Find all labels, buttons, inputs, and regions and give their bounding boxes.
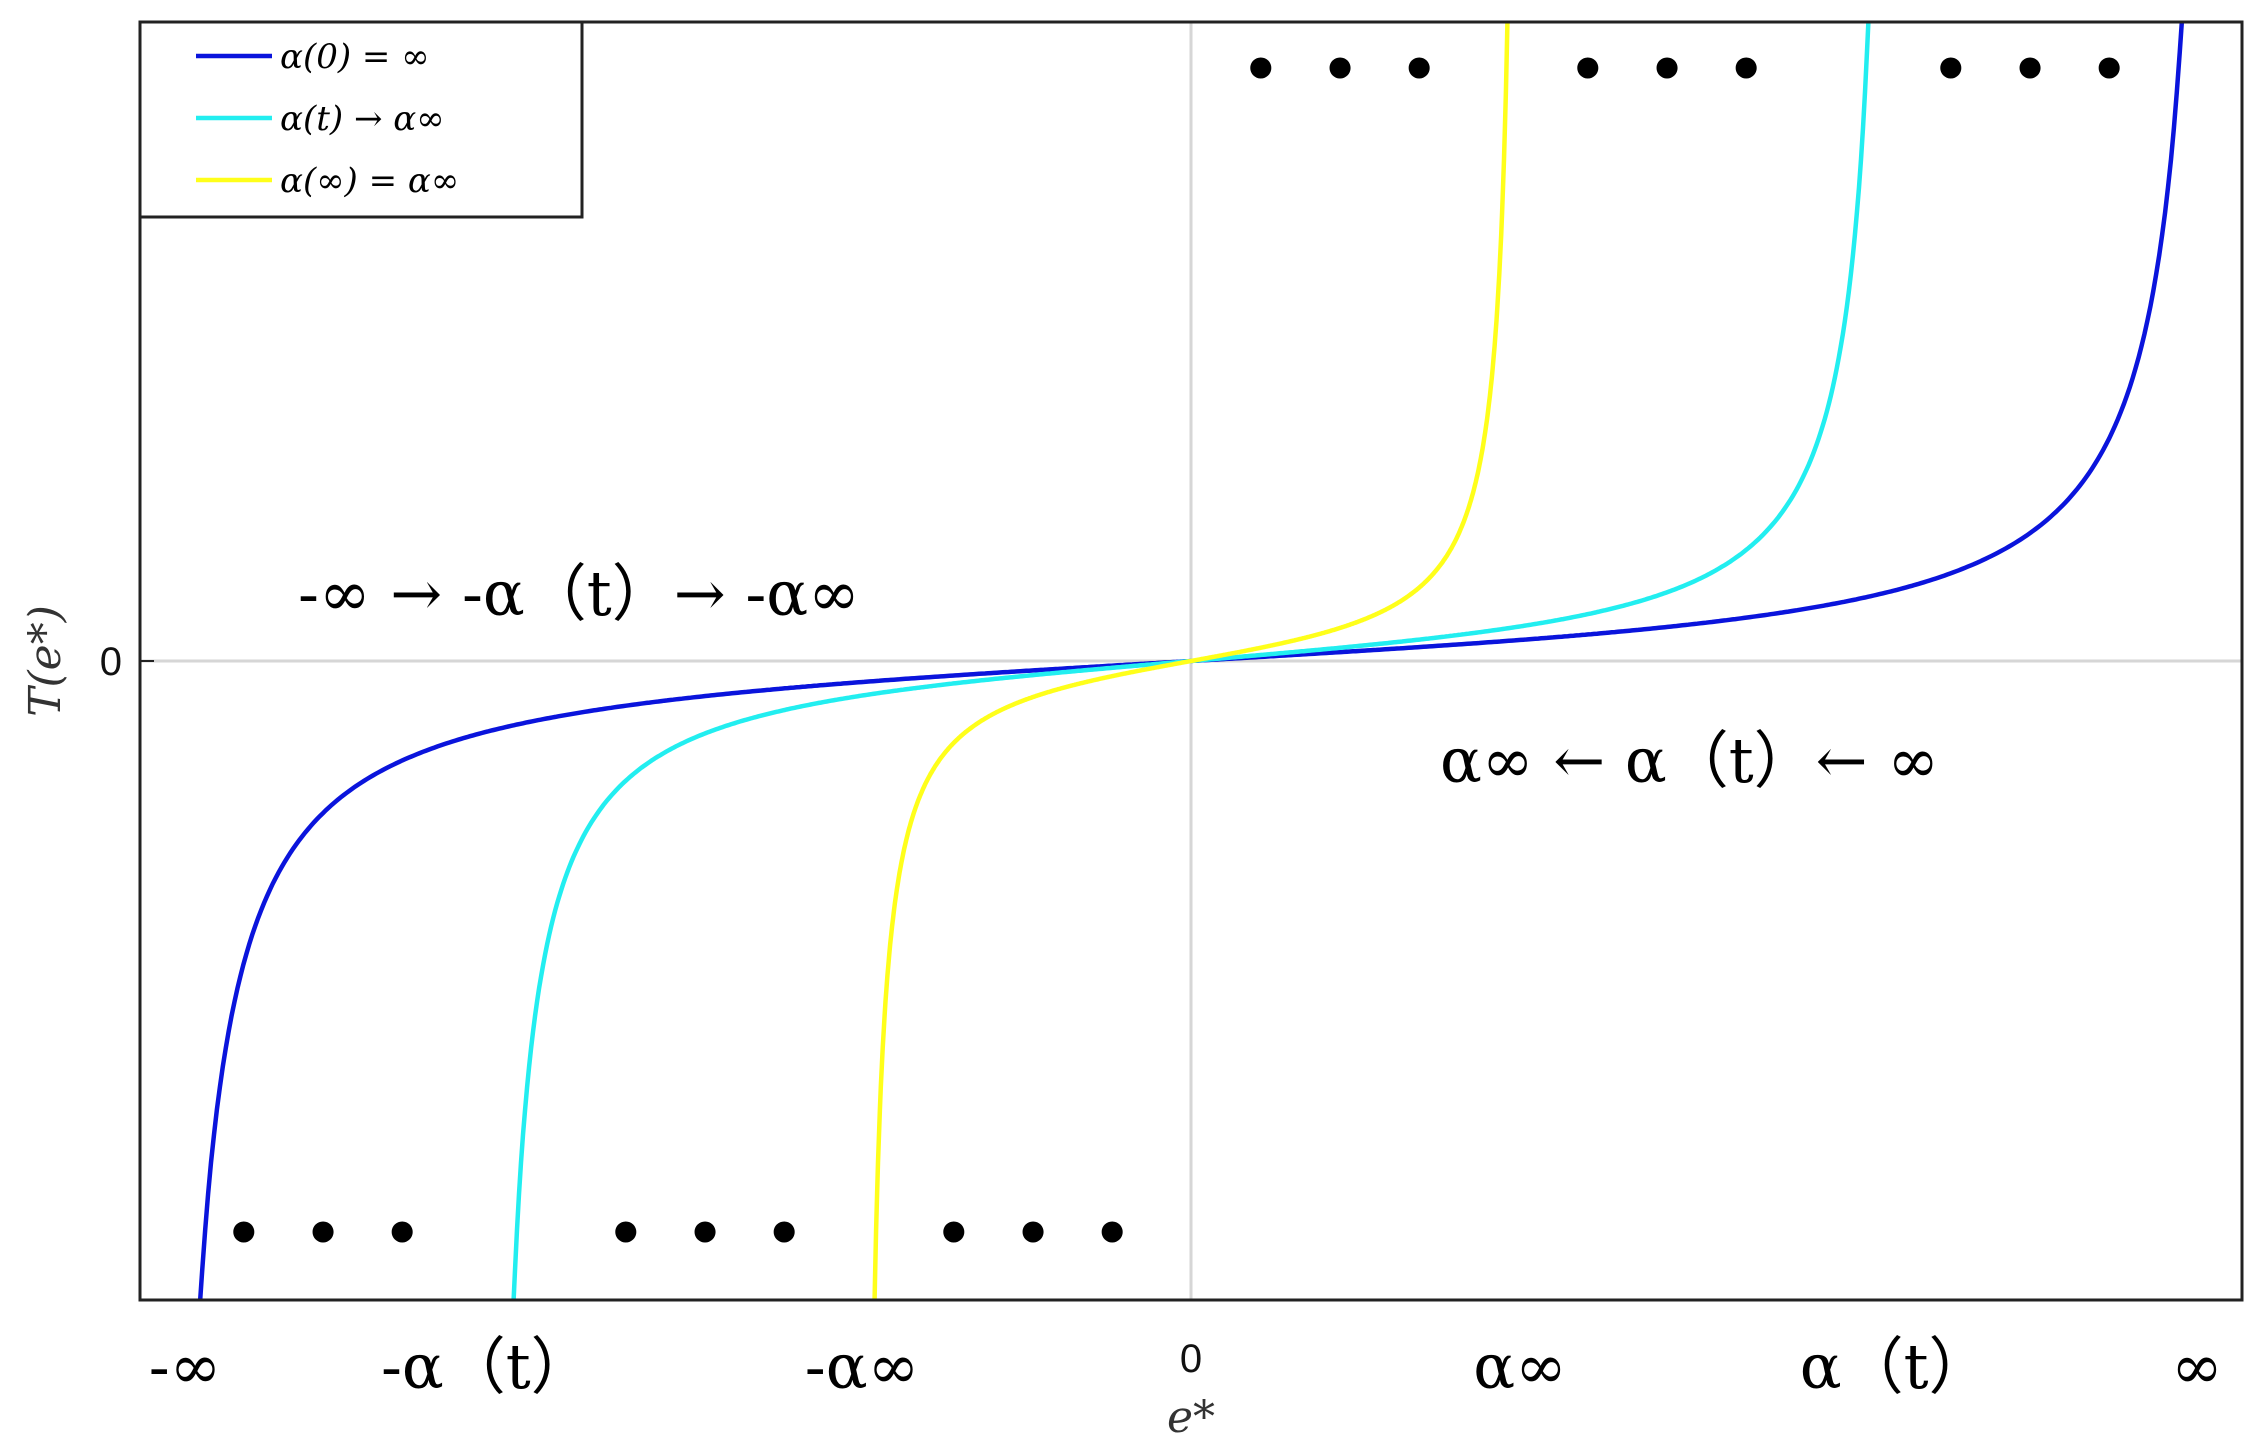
y-tick-label: 0 (100, 640, 122, 684)
ellipsis-marks: • • • • • • • • • • • • • • • • • • (225, 35, 2139, 1269)
legend-entry-label-0: α(0) = ∞ (280, 37, 430, 77)
annotation-left: -∞ → -α（t）→ -α∞ (298, 557, 860, 630)
ellipsis-mark: • • • (1932, 35, 2139, 105)
legend-entry-label-1: α(t) → α∞ (280, 99, 445, 139)
ellipsis-mark: • • • (225, 1199, 432, 1269)
ellipsis-mark: • • • (935, 1199, 1142, 1269)
x-tick-label: α（t） (1800, 1330, 1991, 1403)
x-tick-label: ∞ (2171, 1330, 2223, 1403)
series-line-2 (872, 22, 1510, 1300)
ellipsis-mark: • • • (607, 1199, 814, 1269)
x-tick-labels: -∞ -α（t） -α∞ 0 α∞ α（t） ∞ (149, 1330, 2223, 1403)
curves-group (197, 22, 2185, 1300)
legend: α(0) = ∞ α(t) → α∞ α(∞) = α∞ (138, 20, 584, 219)
y-axis-label: T(e*) (20, 605, 71, 717)
x-tick-label: -α（t） (381, 1330, 593, 1403)
y-tick-labels: 0 (100, 640, 154, 684)
ellipsis-mark: • • • (1569, 35, 1776, 105)
annotation-right: α∞ ← α（t）← ∞ (1440, 724, 1939, 797)
ellipsis-mark: • • • (1242, 35, 1449, 105)
x-tick-label: -∞ (149, 1330, 222, 1403)
x-axis-label: e* (1167, 1392, 1215, 1443)
x-tick-label: 0 (1180, 1337, 1202, 1381)
x-tick-label: α∞ (1473, 1330, 1567, 1403)
x-tick-label: -α∞ (805, 1330, 919, 1403)
legend-entry-label-2: α(∞) = α∞ (280, 161, 459, 201)
